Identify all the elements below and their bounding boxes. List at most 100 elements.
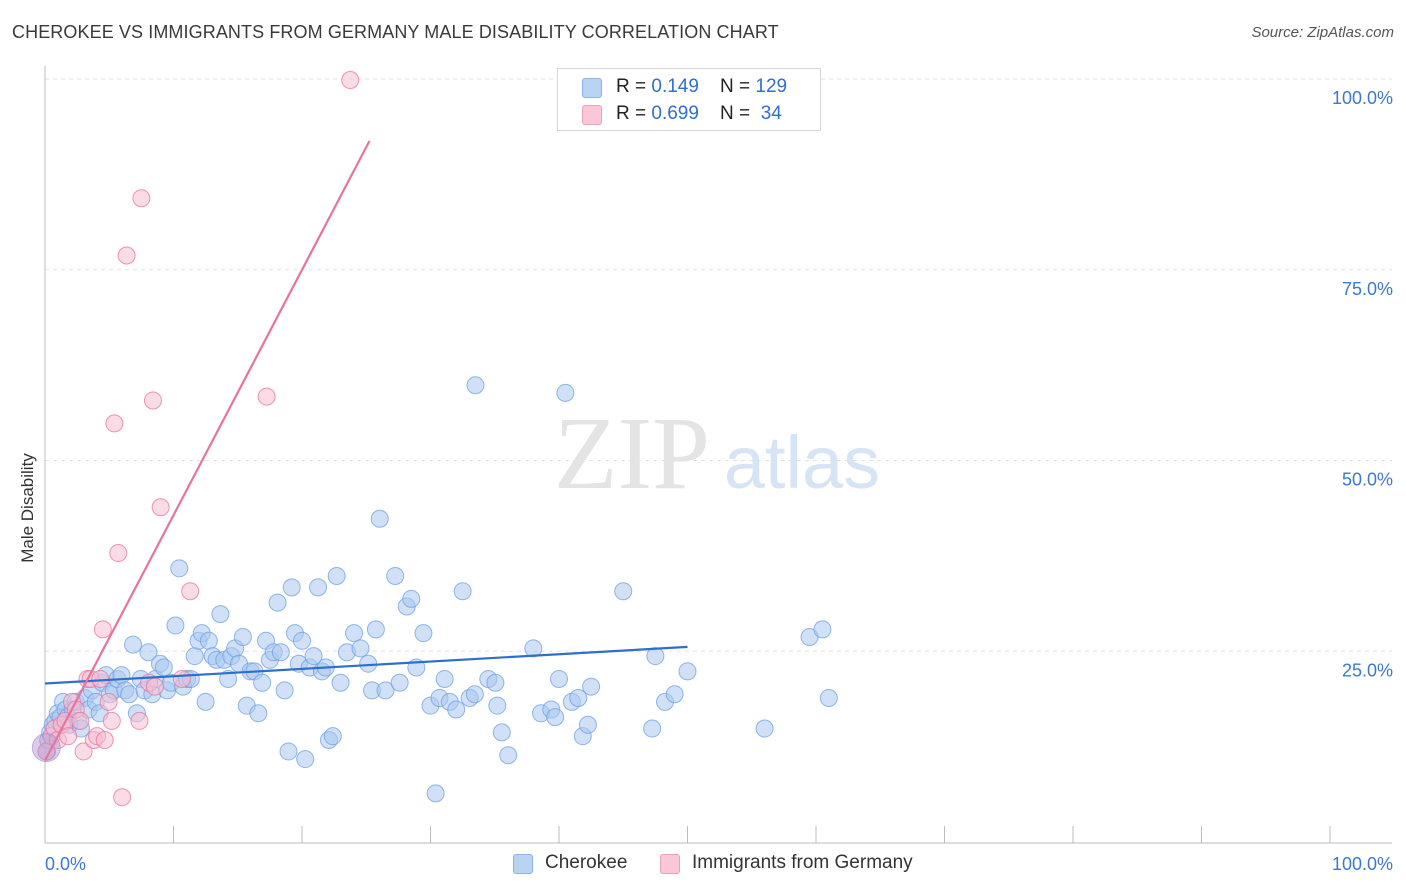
trend-lines xyxy=(44,140,688,762)
cherokee-trend-line xyxy=(44,645,688,685)
germany-point xyxy=(105,414,124,433)
overlap-point xyxy=(31,733,61,763)
cherokee-point xyxy=(211,605,230,624)
r-value: 0.149 xyxy=(651,76,699,97)
r-value: 0.699 xyxy=(651,103,699,124)
cherokee-point xyxy=(219,669,238,688)
germany-point xyxy=(341,71,360,89)
watermark-zip: ZIP xyxy=(554,396,710,511)
germany-point xyxy=(113,788,132,807)
cherokee-point xyxy=(185,647,204,666)
cherokee-point xyxy=(550,669,568,688)
germany-point xyxy=(102,711,121,730)
r-label: R = xyxy=(616,76,652,97)
cherokee-point xyxy=(499,746,518,765)
cherokee-point xyxy=(426,784,445,803)
y-tick-label: 100.0% xyxy=(1332,88,1393,108)
cherokee-point xyxy=(386,566,405,585)
n-label: N = xyxy=(720,103,756,124)
cherokee-point xyxy=(486,673,505,692)
cherokee-point xyxy=(282,578,301,597)
cherokee-point xyxy=(199,631,218,650)
r-label: R = xyxy=(616,103,652,124)
cherokee-point xyxy=(304,647,323,666)
y-tick-label: 50.0% xyxy=(1342,470,1393,490)
germany-point xyxy=(257,387,276,406)
cherokee-legend-label: Cherokee xyxy=(545,852,628,873)
y-axis-label-wrap: Male Disability xyxy=(16,380,40,640)
cherokee-point xyxy=(643,719,662,738)
cherokee-point xyxy=(569,689,588,708)
data-points xyxy=(31,71,838,807)
germany-point xyxy=(151,498,170,517)
germany-point xyxy=(99,692,118,711)
n-value: 34 xyxy=(755,103,782,124)
cherokee-point xyxy=(253,673,272,692)
germany-point xyxy=(130,711,149,730)
cherokee-point xyxy=(755,719,774,738)
germany-point xyxy=(59,727,78,746)
cherokee-point xyxy=(646,647,665,666)
cherokee-swatch xyxy=(582,78,602,98)
n-label: N = xyxy=(720,76,756,97)
cherokee-point xyxy=(414,624,433,643)
cherokee-point xyxy=(614,582,633,601)
cherokee-point xyxy=(466,376,485,395)
germany-point xyxy=(172,669,191,688)
cherokee-point xyxy=(813,620,832,639)
germany-trend-line xyxy=(44,140,371,762)
germany-point xyxy=(93,620,112,639)
source-label: Source: ZipAtlas.com xyxy=(1251,24,1394,41)
x-tick-label: 100.0% xyxy=(1332,854,1393,874)
cherokee-point xyxy=(166,616,185,635)
cherokee-point xyxy=(331,673,350,692)
cherokee-point xyxy=(112,666,131,685)
cherokee-point xyxy=(309,578,328,597)
cherokee-point xyxy=(345,624,364,643)
cherokee-point xyxy=(582,677,601,696)
cherokee-point xyxy=(249,704,268,723)
y-axis-label: Male Disability xyxy=(18,453,37,563)
cherokee-point xyxy=(402,589,421,608)
cherokee-point xyxy=(556,383,575,402)
germany-point xyxy=(143,391,162,410)
cherokee-point xyxy=(293,631,311,650)
cherokee-point xyxy=(546,708,565,727)
germany-point xyxy=(71,711,90,730)
y-tick-label: 25.0% xyxy=(1342,660,1393,680)
axes xyxy=(44,66,1392,844)
cherokee-point xyxy=(435,669,454,688)
cherokee-point xyxy=(376,681,395,700)
stats-legend: R = 0.149 N = 129 R = 0.699 N = 34 xyxy=(557,68,821,131)
germany-legend-label: Immigrants from Germany xyxy=(692,852,913,873)
cherokee-point xyxy=(271,643,290,662)
cherokee-point xyxy=(154,658,173,677)
germany-legend-swatch xyxy=(660,854,680,874)
cherokee-point xyxy=(366,620,385,639)
cherokee-point xyxy=(233,627,252,646)
cherokee-point xyxy=(170,559,189,578)
cherokee-point xyxy=(327,566,346,585)
cherokee-legend-swatch xyxy=(513,854,533,874)
cherokee-point xyxy=(279,742,298,761)
cherokee-point xyxy=(492,723,511,742)
watermark-atlas: atlas xyxy=(724,421,880,504)
cherokee-point xyxy=(268,593,287,612)
germany-point xyxy=(109,544,128,563)
cherokee-point xyxy=(453,582,472,601)
n-value: 129 xyxy=(755,76,788,97)
cherokee-point xyxy=(678,662,697,681)
germany-point xyxy=(74,742,93,761)
tick-labels: 25.0% 50.0% 75.0% 100.0% 0.0% 100.0% xyxy=(45,88,1393,874)
cherokee-point xyxy=(578,715,597,734)
cherokee-point xyxy=(296,750,315,769)
germany-swatch xyxy=(582,105,602,125)
cherokee-point xyxy=(390,673,409,692)
chart-title: CHEROKEE VS IMMIGRANTS FROM GERMANY MALE… xyxy=(12,22,779,42)
cherokee-point xyxy=(275,681,294,700)
germany-point xyxy=(145,677,164,696)
cherokee-point xyxy=(488,696,507,715)
y-tick-label: 75.0% xyxy=(1342,279,1393,299)
cherokee-point xyxy=(323,727,342,746)
